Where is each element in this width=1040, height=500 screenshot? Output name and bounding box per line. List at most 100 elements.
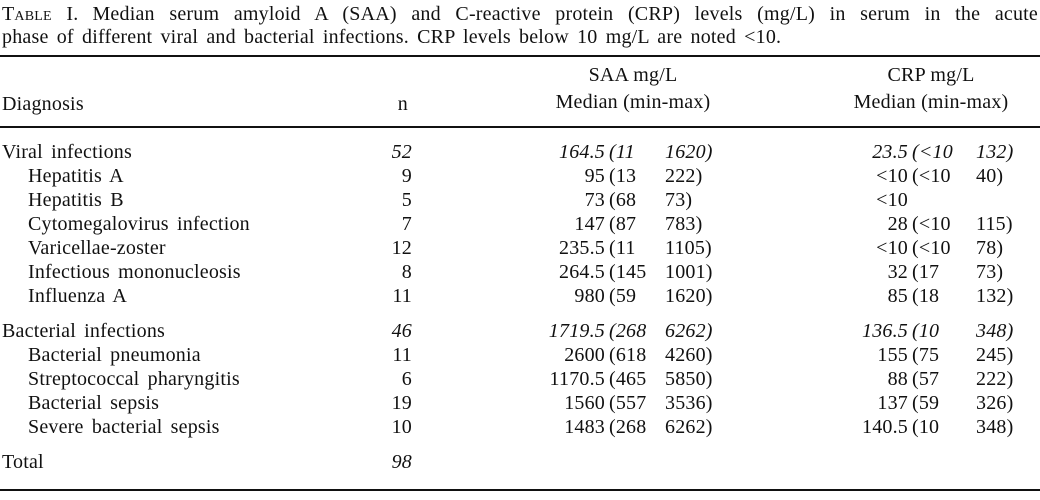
table-row: Cytomegalovirus infection 7 147 (87 783) 28 (<…: [2, 212, 1038, 236]
saa-cell: 980 (59 1620): [412, 284, 720, 308]
saa-min: (557: [609, 392, 647, 414]
crp-median: 140.5: [862, 416, 908, 438]
crp-median: 28: [887, 213, 908, 235]
crp-min: (<10: [912, 213, 951, 235]
saa-median: 1170.5: [549, 368, 605, 390]
crp-min: (<10: [912, 237, 951, 259]
crp-min: (18: [912, 285, 940, 307]
saa-max: 3536): [665, 392, 713, 414]
saa-max: 5850): [665, 368, 713, 390]
crp-cell: <10: [720, 188, 1038, 212]
saa-min: (618: [609, 344, 647, 366]
diagnosis-cell: Hepatitis A: [28, 165, 124, 187]
caption-text-line-1: Median serum amyloid A (SAA) and C-react…: [92, 3, 1039, 25]
n-cell: 5: [401, 189, 412, 211]
saa-max: 73): [665, 189, 693, 211]
crp-min: (59: [912, 392, 940, 414]
saa-median: 1483: [564, 416, 605, 438]
n-cell: 8: [401, 261, 412, 283]
crp-max: 348): [976, 416, 1014, 438]
crp-cell: 136.5 (10 348): [720, 319, 1038, 343]
saa-max: 1001): [665, 261, 713, 283]
crp-header-title: CRP mg/L: [887, 64, 975, 86]
saa-cell: [412, 450, 720, 474]
rule-top: [0, 55, 1040, 57]
diagnosis-cell: Streptococcal pharyngitis: [28, 368, 240, 390]
saa-max: 4260): [665, 344, 713, 366]
saa-min: (13: [609, 165, 637, 187]
crp-cell: 32 (17 73): [720, 260, 1038, 284]
crp-cell: 155 (75 245): [720, 343, 1038, 367]
saa-max: 1620): [665, 141, 713, 163]
crp-median: 136.5: [862, 320, 908, 342]
saa-max: 783): [665, 213, 703, 235]
rule-bottom: [0, 489, 1040, 491]
crp-median: 85: [887, 285, 908, 307]
diagnosis-cell: Total: [2, 451, 44, 473]
crp-max: 132): [976, 141, 1014, 163]
table-row: Bacterial pneumonia 11 2600 (618 4260) 155 (75…: [2, 343, 1038, 367]
saa-max: 6262): [665, 416, 713, 438]
saa-min: (87: [609, 213, 637, 235]
table-body: Viral infections 52 164.5 (11 1620) 23.5 (<10 1…: [2, 140, 1038, 474]
n-cell: 11: [392, 285, 412, 307]
table-row: Hepatitis A 9 95 (13 222) <10 (<10 40): [2, 164, 1038, 188]
crp-min: (75: [912, 344, 940, 366]
crp-max: 222): [976, 368, 1014, 390]
diagnosis-cell: Influenza A: [28, 285, 128, 307]
table-row: Varicellae-zoster 12 235.5 (11 1105) <10 (<10 7…: [2, 236, 1038, 260]
n-cell: 46: [391, 320, 412, 342]
saa-max: 1105): [665, 237, 712, 259]
saa-max: 6262): [665, 320, 713, 342]
crp-cell: [720, 450, 1038, 474]
diagnosis-cell: Hepatitis B: [28, 189, 124, 211]
saa-cell: 164.5 (11 1620): [412, 140, 720, 164]
crp-cell: 137 (59 326): [720, 391, 1038, 415]
rule-mid: [0, 126, 1040, 128]
n-cell: 7: [401, 213, 412, 235]
saa-cell: 147 (87 783): [412, 212, 720, 236]
crp-cell: 88 (57 222): [720, 367, 1038, 391]
crp-min: (10: [912, 416, 940, 438]
n-cell: 6: [401, 368, 412, 390]
saa-cell: 1170.5 (465 5850): [412, 367, 720, 391]
crp-min: (10: [912, 320, 940, 342]
table-row: Bacterial infections 46 1719.5 (268 6262) 136…: [2, 319, 1038, 343]
saa-median: 164.5: [559, 141, 605, 163]
saa-cell: 95 (13 222): [412, 164, 720, 188]
crp-max: 115): [976, 213, 1013, 235]
saa-min: (268: [609, 320, 647, 342]
saa-min: (68: [609, 189, 637, 211]
crp-cell: 85 (18 132): [720, 284, 1038, 308]
crp-cell: <10 (<10 78): [720, 236, 1038, 260]
crp-median: 137: [877, 392, 908, 414]
saa-cell: 1560 (557 3536): [412, 391, 720, 415]
table-caption: Table I. Median serum amyloid A (SAA) and…: [2, 3, 1038, 49]
table-row: Total 98: [2, 450, 1038, 474]
crp-min: (<10: [912, 141, 953, 163]
diagnosis-cell: Cytomegalovirus infection: [28, 213, 250, 235]
diagnosis-cell: Viral infections: [2, 141, 132, 163]
saa-median: 1719.5: [548, 320, 605, 342]
table-row: Severe bacterial sepsis 10 1483 (268 6262) 14…: [2, 415, 1038, 439]
diagnosis-cell: Bacterial pneumonia: [28, 344, 201, 366]
saa-median: 235.5: [559, 237, 605, 259]
saa-median: 73: [584, 189, 605, 211]
saa-cell: 1483 (268 6262): [412, 415, 720, 439]
table-row: Streptococcal pharyngitis 6 1170.5 (465 5850…: [2, 367, 1038, 391]
column-header-diagnosis: Diagnosis: [2, 93, 84, 115]
saa-cell: 1719.5 (268 6262): [412, 319, 720, 343]
crp-max: 73): [976, 261, 1004, 283]
saa-min: (11: [609, 141, 635, 163]
n-cell: 10: [391, 416, 412, 438]
n-cell: 11: [392, 344, 412, 366]
table-row: Hepatitis B 5 73 (68 73) <10: [2, 188, 1038, 212]
crp-cell: 140.5 (10 348): [720, 415, 1038, 439]
saa-median: 264.5: [559, 261, 605, 283]
n-cell: 12: [391, 237, 412, 259]
column-header-saa: SAA mg/L Median (min-max): [520, 62, 746, 116]
saa-median: 2600: [564, 344, 605, 366]
saa-median: 147: [574, 213, 605, 235]
diagnosis-cell: Varicellae-zoster: [28, 237, 166, 259]
